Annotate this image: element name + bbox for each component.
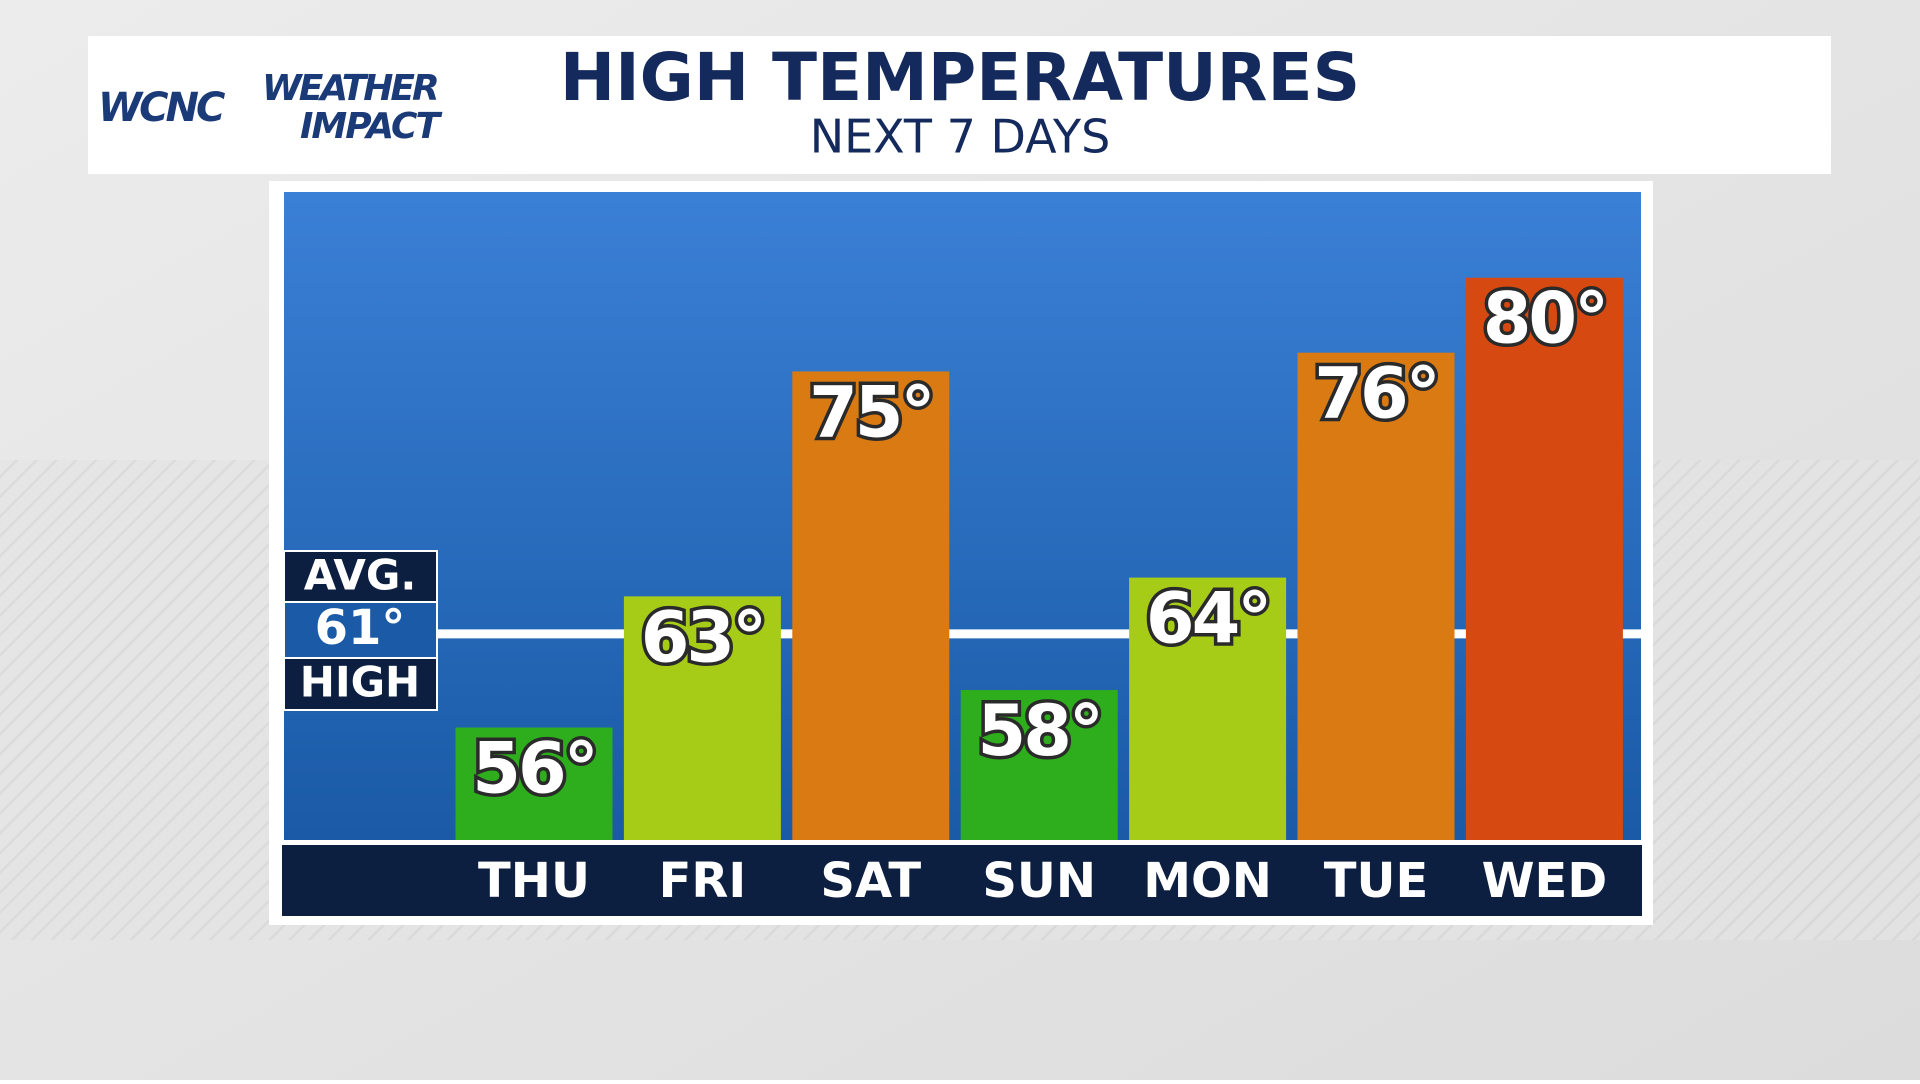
chart-title: HIGH TEMPERATURES bbox=[560, 39, 1360, 116]
x-tick-label: WED bbox=[1482, 853, 1608, 909]
value-label: 64° bbox=[1146, 578, 1269, 660]
chart-subtitle: NEXT 7 DAYS bbox=[810, 110, 1111, 164]
value-label: 58° bbox=[977, 690, 1100, 772]
average-value-box bbox=[283, 601, 438, 659]
average-label-top: AVG. bbox=[304, 551, 417, 600]
x-tick-label: SAT bbox=[820, 853, 921, 909]
value-label: 76° bbox=[1314, 353, 1437, 435]
x-tick-label: MON bbox=[1143, 853, 1272, 909]
bar bbox=[455, 727, 613, 840]
logo-brand-top: WEATHER bbox=[262, 68, 437, 109]
x-tick-label: FRI bbox=[659, 853, 747, 909]
bar bbox=[1297, 352, 1455, 840]
bar bbox=[1465, 277, 1623, 840]
x-tick-label: THU bbox=[478, 853, 590, 909]
average-value-label: 61° bbox=[315, 600, 406, 656]
bar bbox=[960, 690, 1118, 840]
average-bottom-box bbox=[283, 657, 438, 711]
logo-brand-bottom: IMPACT bbox=[300, 106, 442, 147]
average-label-bottom: HIGH bbox=[300, 658, 420, 707]
value-label: 80° bbox=[1483, 278, 1606, 360]
x-tick-label: TUE bbox=[1324, 853, 1429, 909]
bar bbox=[1129, 577, 1287, 840]
logo-station: WCNC bbox=[98, 85, 225, 131]
category-bar bbox=[282, 845, 1642, 916]
average-box: AVG. 61° HIGH bbox=[283, 550, 438, 711]
value-label: 63° bbox=[641, 596, 764, 678]
value-label: 75° bbox=[809, 371, 932, 453]
bar bbox=[623, 596, 781, 840]
value-label: 56° bbox=[472, 728, 595, 810]
bar bbox=[792, 371, 950, 840]
x-tick-label: SUN bbox=[982, 853, 1096, 909]
header-box bbox=[88, 36, 1831, 174]
